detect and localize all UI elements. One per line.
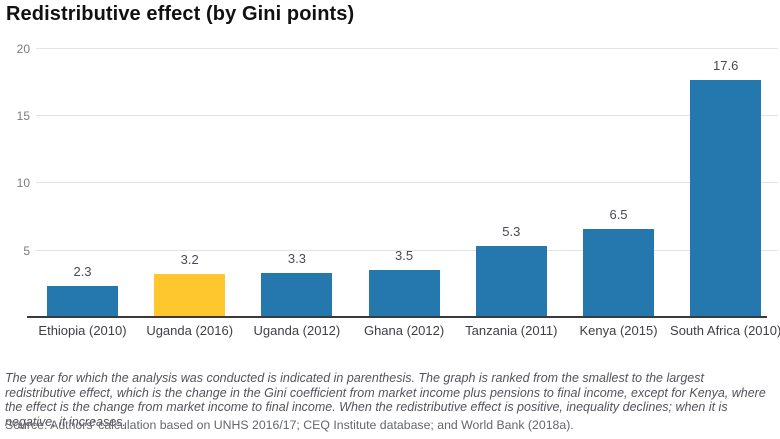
bar-south-africa-2010 <box>690 79 762 317</box>
value-label-south-africa-2010: 17.6 <box>713 57 739 73</box>
value-label-ethiopia-2010: 2.3 <box>73 264 92 280</box>
bar-kenya-2015 <box>583 229 654 317</box>
gridline-15 <box>36 114 778 116</box>
y-tick-label-20: 20 <box>16 41 30 56</box>
gridline-20 <box>36 47 778 49</box>
bar-ethiopia-2010 <box>47 286 118 317</box>
chart-source: Source: Authors’ calculation based on UN… <box>5 418 574 432</box>
gridline-10 <box>36 182 778 184</box>
category-label-uganda-2016: Uganda (2016) <box>146 323 234 338</box>
category-label-ethiopia-2010: Ethiopia (2010) <box>38 323 127 338</box>
x-axis-line <box>27 316 767 318</box>
category-label-tanzania-2011: Tanzania (2011) <box>465 323 558 338</box>
category-label-ghana-2012: Ghana (2012) <box>363 323 445 338</box>
bar-ghana-2012 <box>368 269 440 317</box>
bar-uganda-2016 <box>154 273 226 317</box>
bar-tanzania-2011 <box>475 245 547 317</box>
value-label-ghana-2012: 3.5 <box>395 247 414 263</box>
value-label-tanzania-2011: 5.3 <box>502 223 521 239</box>
value-label-kenya-2015: 6.5 <box>609 207 628 223</box>
value-label-uganda-2012: 3.3 <box>287 250 306 266</box>
bar-uganda-2012 <box>261 272 333 317</box>
y-tick-label-5: 5 <box>23 243 30 258</box>
y-tick-label-15: 15 <box>16 108 30 123</box>
chart-title: Redistributive effect (by Gini points) <box>6 3 355 25</box>
gridline-5 <box>36 249 778 251</box>
y-tick-label-10: 10 <box>16 176 30 191</box>
chart-footnote: The year for which the analysis was cond… <box>5 371 766 430</box>
category-label-south-africa-2010: South Africa (2010) <box>670 323 780 338</box>
category-label-uganda-2012: Uganda (2012) <box>253 323 341 338</box>
value-label-uganda-2016: 3.2 <box>180 251 199 267</box>
category-label-kenya-2015: Kenya (2015) <box>579 323 658 338</box>
